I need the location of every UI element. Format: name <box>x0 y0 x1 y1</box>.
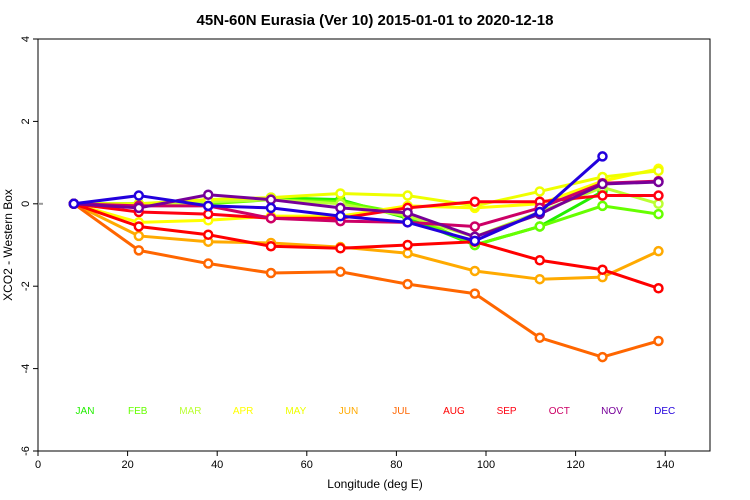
data-point-jun <box>534 273 546 285</box>
data-point-nov <box>402 207 413 219</box>
data-point-mar <box>653 198 664 210</box>
legend-label-jan: JAN <box>76 406 95 417</box>
data-point-nov <box>653 176 664 188</box>
data-point-jul <box>653 335 664 347</box>
series-line-aug <box>73 202 659 290</box>
data-point-jun <box>469 265 481 277</box>
data-point-dec <box>68 198 80 210</box>
data-point-aug <box>265 240 277 252</box>
x-tick-label: 20 <box>121 459 133 471</box>
legend-label-oct: OCT <box>549 406 570 417</box>
data-point-sep <box>653 190 664 201</box>
data-point-oct <box>469 221 481 232</box>
data-point-dec <box>265 202 277 214</box>
data-point-may <box>402 190 413 201</box>
data-point-dec <box>335 210 346 222</box>
legend-label-feb: FEB <box>128 406 148 417</box>
data-point-feb <box>653 208 664 220</box>
data-point-dec <box>202 200 214 212</box>
data-point-oct <box>265 212 277 224</box>
legend-label-may: MAY <box>285 406 306 417</box>
data-point-jul <box>597 351 608 363</box>
data-point-may <box>534 186 546 197</box>
x-tick-label: 120 <box>566 459 584 471</box>
data-point-dec <box>597 151 608 162</box>
data-point-aug <box>597 264 608 275</box>
data-point-sep <box>597 190 608 201</box>
data-point-sep <box>469 196 481 207</box>
x-tick-label: 0 <box>35 459 41 471</box>
plot-frame <box>37 38 711 452</box>
data-point-aug <box>335 243 346 254</box>
data-point-feb <box>597 200 608 212</box>
x-tick-label: 40 <box>211 459 223 471</box>
x-tick-label: 80 <box>390 459 402 471</box>
data-point-jun <box>653 245 664 257</box>
data-point-nov <box>335 202 346 214</box>
data-point-aug <box>534 254 546 266</box>
data-point-jun <box>402 247 413 259</box>
data-point-aug <box>653 283 664 294</box>
y-tick-label: -2 <box>20 281 32 291</box>
x-tick-label: 60 <box>301 459 313 471</box>
y-axis-label: XCO2 - Western Box <box>1 189 15 301</box>
data-point-aug <box>133 221 145 232</box>
data-point-jul <box>402 278 413 290</box>
data-point-dec <box>402 217 413 228</box>
y-tick-label: 2 <box>20 118 32 124</box>
data-point-jul <box>335 266 346 278</box>
data-point-nov <box>133 202 145 214</box>
data-point-jul <box>133 245 145 256</box>
data-point-dec <box>469 235 481 247</box>
legend-label-apr: APR <box>233 406 254 417</box>
legend-label-sep: SEP <box>497 406 517 417</box>
y-tick-label: -6 <box>20 446 32 456</box>
data-point-nov <box>202 189 214 200</box>
y-tick-label: -4 <box>20 364 32 374</box>
series-line-jun <box>73 202 660 281</box>
series-line-oct <box>73 179 659 228</box>
data-point-sep <box>202 208 214 220</box>
legend-label-nov: NOV <box>601 406 623 417</box>
data-point-dec <box>133 190 145 201</box>
series-line-jul <box>72 202 659 359</box>
data-point-nov <box>597 178 608 190</box>
legend-label-dec: DEC <box>654 406 675 417</box>
legend-label-aug: AUG <box>443 406 465 417</box>
x-axis-label: Longitude (deg E) <box>327 477 422 491</box>
legend-label-jun: JUN <box>339 406 358 417</box>
y-tick-label: 0 <box>20 201 32 207</box>
data-point-aug <box>202 229 214 240</box>
legend-label-mar: MAR <box>179 406 201 417</box>
data-point-may <box>653 165 664 177</box>
data-point-jul <box>202 258 214 269</box>
chart-title: 45N-60N Eurasia (Ver 10) 2015-01-01 to 2… <box>197 12 554 29</box>
data-point-dec <box>534 206 546 218</box>
data-point-nov <box>265 194 277 205</box>
data-point-jul <box>469 288 481 299</box>
x-tick-label: 100 <box>477 459 495 471</box>
legend-label-jul: JUL <box>392 406 410 417</box>
data-point-aug <box>402 239 413 251</box>
data-point-may <box>335 188 346 199</box>
data-point-jul <box>534 332 546 343</box>
x-tick-label: 140 <box>656 459 674 471</box>
data-point-feb <box>534 221 546 232</box>
data-point-jul <box>265 267 277 279</box>
y-tick-label: 4 <box>20 36 32 42</box>
data-point-jun <box>133 230 145 242</box>
